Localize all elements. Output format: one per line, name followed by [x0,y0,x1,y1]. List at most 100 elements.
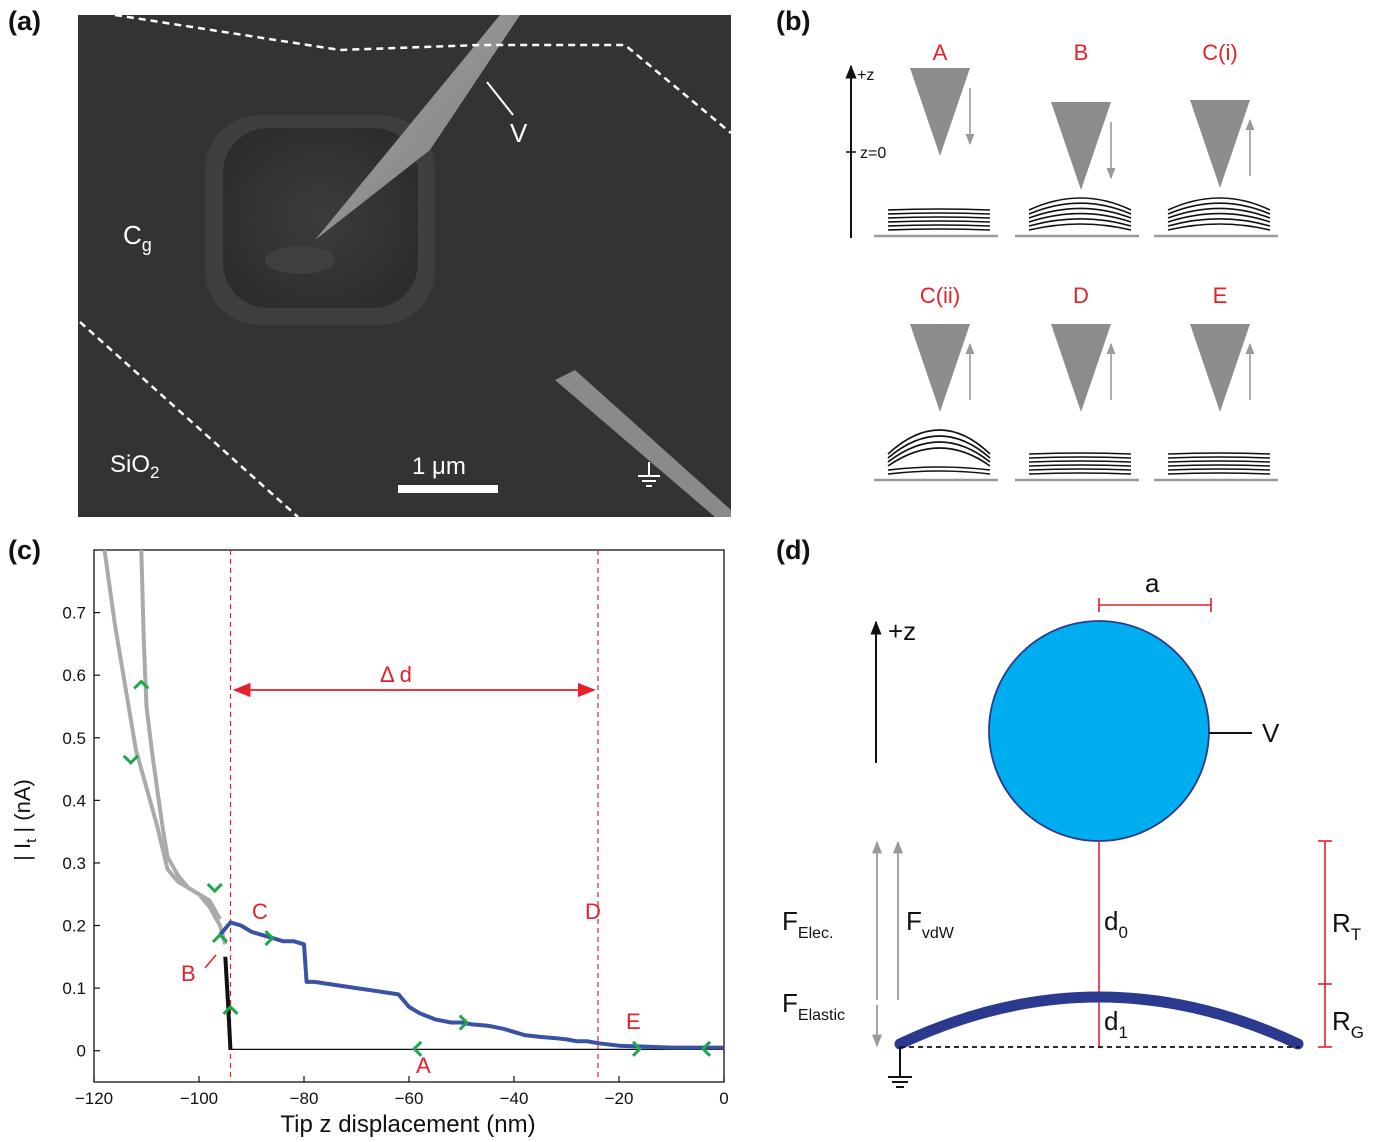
x-tick-label: −100 [180,1089,218,1108]
graphene-layer [1028,202,1132,215]
graphene-layer [1028,464,1132,467]
panel-a-label: (a) [8,6,41,36]
graphene-layer [1028,207,1132,219]
stage-label: E [1213,283,1228,308]
graphene-layer [887,212,991,215]
delta-d-label: Δ d [380,662,412,687]
resistance-bars [1318,840,1332,1048]
probe-tip-v [315,15,520,240]
x-tick-label: −120 [75,1089,113,1108]
label-a: a [1145,568,1160,598]
graphene-layer [1167,207,1271,219]
direction-arrow [700,1040,712,1057]
probe-tip-ground [555,370,731,517]
label-cg: Cg [123,220,152,255]
graphene-layer [887,447,991,467]
graphene-layer [887,466,991,471]
graphene-layer [1167,456,1271,459]
label-d0: d0 [1104,906,1128,942]
graphene-layer [1028,212,1132,223]
label-v-d: V [1262,718,1280,748]
ground-icon [638,462,660,487]
direction-arrow [133,679,150,690]
point-b-label: B [181,961,196,986]
graphene-layer [1167,212,1271,223]
stage-tip [1190,324,1250,412]
y-axis-label: | It | (nA) [10,779,40,861]
axis-z0-label: z=0 [860,145,886,162]
axis-z-label: +z [857,67,874,84]
direction-arrow [222,1004,239,1015]
graphene-layer [1028,452,1132,455]
direction-arrow [211,932,229,943]
x-tick-label: −80 [290,1089,319,1108]
graphene-layer [1167,468,1271,471]
y-tick-label: 0.7 [62,604,86,623]
label-d1: d1 [1104,1006,1128,1042]
stage-label: B [1074,40,1089,65]
label-f-elastic: FElastic [782,988,845,1024]
graphene-layer [1028,456,1132,459]
graphene-layer [887,224,991,227]
chart: −120 −100 −80 −60 −40 −20 0 0 0.1 0.2 0.3 0.4 0.5 0.6… [62,549,729,1108]
graphene-layer [887,220,991,223]
tip-sphere [988,620,1210,842]
graphene-layer [1028,460,1132,463]
sem-image [78,15,731,517]
x-tick-label: −60 [395,1089,424,1108]
graphene-layer [1167,452,1271,455]
graphene-layer [887,470,991,475]
y-tick-label: 0.2 [62,917,86,936]
graphene-layer [1167,464,1271,467]
stage-label: A [933,40,948,65]
graphene-layer [1167,460,1271,463]
label-rg: RG [1332,1006,1364,1042]
graphene-layer [887,228,991,231]
stage-label: C(ii) [920,283,960,308]
panel-b-label: (b) [776,6,810,36]
graphene-layer [1167,472,1271,475]
label-f-vdw: FvdW [906,906,955,942]
direction-arrow [631,1040,643,1057]
label-f-elec: FElec. [782,906,833,942]
y-tick-label: 0.4 [62,791,86,810]
graphene-layer [1167,223,1271,231]
y-tick-label: 0 [77,1042,86,1061]
series-line [139,550,222,921]
panel-d-label: (d) [776,535,810,565]
graphene-layer [1167,202,1271,215]
label-v: V [510,118,528,148]
radius-bar [1098,598,1212,612]
graphene-layer [1028,197,1132,211]
graphene-layer [887,429,991,455]
series-line [218,920,724,1050]
direction-arrow [264,929,275,947]
graphene-layer [1028,468,1132,471]
graphene-layer [1028,223,1132,231]
ground-icon-d [888,1047,912,1088]
direction-arrow [458,1014,469,1031]
y-tick-label: 0.3 [62,854,86,873]
panel-c-label: (c) [8,535,41,565]
direction-arrow [412,1040,423,1057]
x-axis-label: Tip z displacement (nm) [280,1111,535,1138]
series-line [102,550,228,945]
scale-bar-label: 1 μm [412,453,466,480]
graphene-layer [1028,472,1132,475]
point-c-label: C [252,899,268,924]
label-sio2: SiO2 [110,451,159,482]
point-a-label: A [416,1053,431,1078]
stage-tip [1051,102,1111,190]
series-line [223,956,724,1050]
graphene-layer [887,441,991,463]
graphene-membrane [894,991,1304,1050]
x-tick-label: 0 [719,1089,728,1108]
graphene-layer [1028,218,1132,227]
stage-tip [910,324,970,412]
label-z-d: +z [888,616,916,646]
graphene-layer [887,208,991,211]
x-tick-label: −20 [605,1089,634,1108]
stage-tip [910,68,970,156]
x-tick-label: −40 [500,1089,529,1108]
stage-label: D [1073,283,1089,308]
